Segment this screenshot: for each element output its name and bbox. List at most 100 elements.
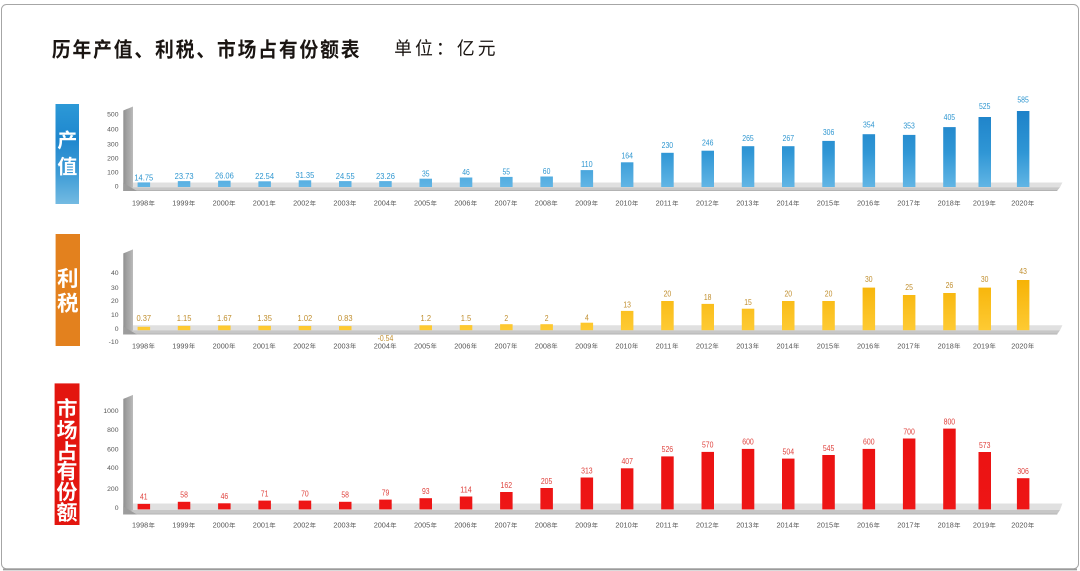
svg-text:70: 70 — [301, 489, 309, 498]
svg-text:800: 800 — [944, 417, 956, 426]
svg-text:800: 800 — [107, 427, 119, 434]
svg-text:1.35: 1.35 — [257, 314, 272, 323]
svg-text:2014: 2014 — [777, 341, 793, 350]
svg-text:2019: 2019 — [973, 341, 989, 350]
svg-text:110: 110 — [581, 160, 593, 169]
svg-text:23.73: 23.73 — [175, 172, 194, 181]
svg-text:2010: 2010 — [615, 199, 631, 208]
svg-text:20: 20 — [664, 290, 672, 299]
svg-text:2005: 2005 — [414, 341, 430, 350]
svg-text:1.02: 1.02 — [298, 314, 313, 323]
svg-text:306: 306 — [1017, 467, 1029, 476]
svg-text:2014: 2014 — [777, 199, 793, 208]
svg-text:2012: 2012 — [696, 521, 712, 530]
svg-text:1999: 1999 — [172, 521, 188, 530]
svg-text:20: 20 — [111, 298, 119, 305]
svg-text:2: 2 — [545, 314, 549, 323]
svg-text:79: 79 — [382, 488, 390, 497]
svg-text:14.75: 14.75 — [134, 173, 154, 182]
svg-text:400: 400 — [107, 465, 119, 472]
svg-text:2002: 2002 — [293, 521, 309, 530]
svg-text:71: 71 — [261, 489, 269, 498]
svg-text:526: 526 — [662, 445, 674, 454]
svg-text:306: 306 — [823, 128, 835, 137]
svg-text:2020: 2020 — [1011, 521, 1027, 530]
svg-text:0: 0 — [115, 505, 119, 512]
svg-text:407: 407 — [621, 457, 633, 466]
svg-text:525: 525 — [979, 102, 991, 111]
svg-text:2002: 2002 — [293, 199, 309, 208]
svg-text:2000: 2000 — [213, 341, 229, 350]
svg-text:600: 600 — [863, 438, 875, 447]
svg-text:600: 600 — [742, 438, 754, 447]
svg-text:504: 504 — [783, 447, 795, 456]
svg-text:400: 400 — [107, 127, 119, 134]
svg-text:114: 114 — [460, 485, 472, 494]
svg-text:230: 230 — [662, 141, 674, 150]
svg-text:55: 55 — [503, 167, 511, 176]
svg-text:2006: 2006 — [454, 199, 470, 208]
svg-text:2002: 2002 — [293, 341, 309, 350]
svg-text:2016: 2016 — [857, 199, 873, 208]
svg-text:1.2: 1.2 — [421, 314, 432, 323]
svg-text:162: 162 — [501, 481, 513, 490]
svg-text:2008: 2008 — [535, 521, 551, 530]
svg-text:2000: 2000 — [213, 199, 229, 208]
svg-text:23.26: 23.26 — [376, 172, 395, 181]
svg-text:0: 0 — [115, 326, 119, 333]
svg-text:4: 4 — [585, 313, 589, 322]
svg-text:2012: 2012 — [696, 199, 712, 208]
svg-text:2009: 2009 — [575, 521, 591, 530]
svg-text:300: 300 — [107, 142, 119, 149]
svg-text:2010: 2010 — [615, 341, 631, 350]
svg-text:2019: 2019 — [973, 521, 989, 530]
svg-text:2019: 2019 — [973, 199, 989, 208]
svg-text:265: 265 — [742, 134, 754, 143]
svg-text:1998: 1998 — [132, 341, 148, 350]
svg-text:41: 41 — [140, 493, 148, 502]
svg-text:585: 585 — [1017, 96, 1029, 105]
svg-text:2020: 2020 — [1011, 199, 1027, 208]
svg-text:2009: 2009 — [575, 199, 591, 208]
svg-text:2018: 2018 — [938, 341, 954, 350]
svg-text:2004: 2004 — [374, 521, 390, 530]
svg-text:20: 20 — [825, 290, 833, 299]
svg-text:267: 267 — [783, 134, 795, 143]
svg-text:30: 30 — [981, 275, 989, 284]
svg-text:246: 246 — [702, 139, 714, 148]
svg-text:2001: 2001 — [253, 521, 269, 530]
svg-text:2014: 2014 — [777, 521, 793, 530]
svg-text:30: 30 — [111, 285, 119, 292]
svg-text:40: 40 — [111, 270, 119, 277]
svg-text:35: 35 — [422, 169, 430, 178]
svg-text:2005: 2005 — [414, 521, 430, 530]
svg-text:1999: 1999 — [172, 199, 188, 208]
svg-text:573: 573 — [979, 441, 991, 450]
svg-text:0.83: 0.83 — [338, 314, 353, 323]
svg-text:570: 570 — [702, 441, 714, 450]
svg-text:2012: 2012 — [696, 341, 712, 350]
svg-text:2000: 2000 — [213, 521, 229, 530]
svg-text:93: 93 — [422, 487, 430, 496]
svg-text:500: 500 — [107, 112, 119, 119]
svg-text:2001: 2001 — [253, 199, 269, 208]
svg-text:2003: 2003 — [333, 341, 349, 350]
svg-text:0.37: 0.37 — [136, 314, 151, 323]
svg-text:13: 13 — [623, 301, 631, 310]
svg-text:22.54: 22.54 — [255, 172, 275, 181]
svg-text:2018: 2018 — [938, 199, 954, 208]
svg-text:2010: 2010 — [615, 521, 631, 530]
svg-text:46: 46 — [462, 168, 470, 177]
svg-text:700: 700 — [903, 427, 915, 436]
svg-text:2018: 2018 — [938, 521, 954, 530]
svg-text:100: 100 — [107, 169, 119, 176]
svg-text:2020: 2020 — [1011, 341, 1027, 350]
svg-text:2006: 2006 — [454, 341, 470, 350]
svg-text:313: 313 — [581, 466, 593, 475]
svg-text:1998: 1998 — [132, 521, 148, 530]
svg-text:600: 600 — [107, 447, 119, 454]
svg-text:1999: 1999 — [172, 341, 188, 350]
svg-text:2004: 2004 — [374, 199, 390, 208]
svg-text:26: 26 — [946, 281, 954, 290]
svg-text:18: 18 — [704, 293, 712, 302]
